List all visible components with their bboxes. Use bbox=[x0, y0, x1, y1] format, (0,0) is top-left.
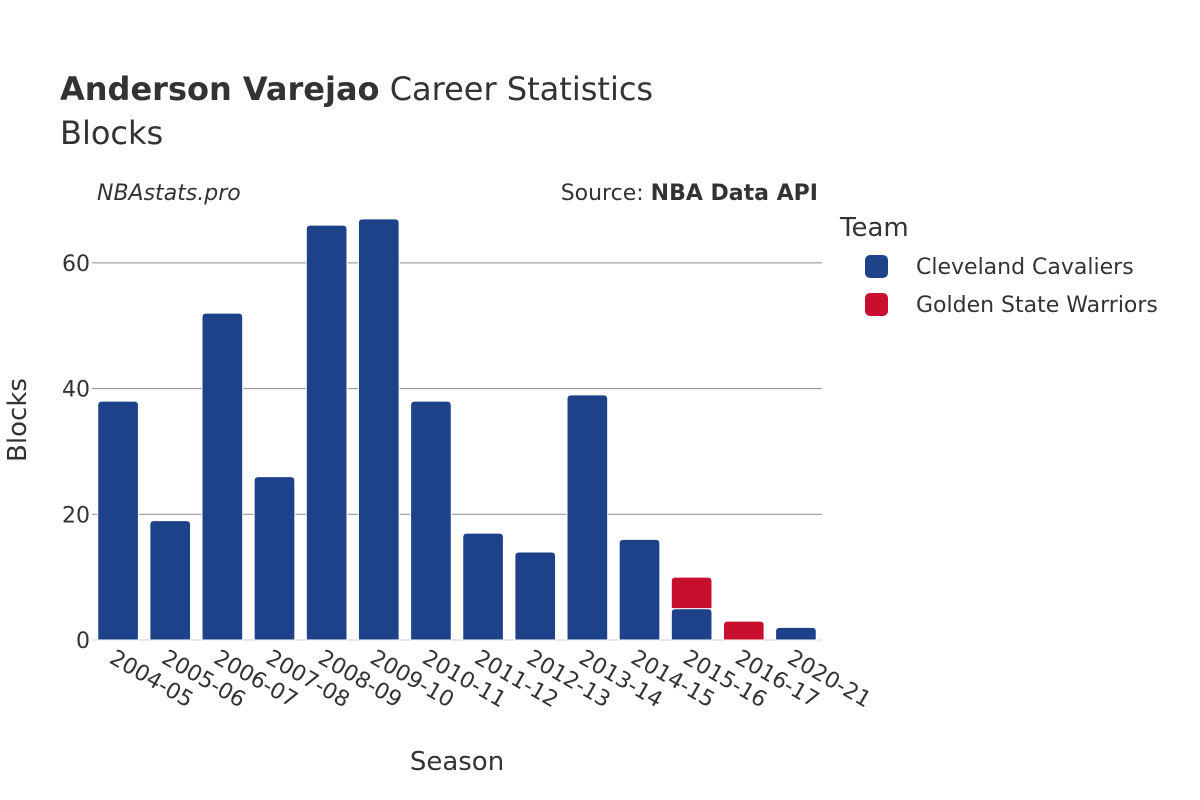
legend: Team Cleveland Cavaliers Golden State War… bbox=[839, 213, 1158, 318]
source-prefix: Source: bbox=[561, 181, 651, 206]
bars bbox=[97, 218, 817, 641]
y-axis-title: Blocks bbox=[3, 378, 33, 462]
bar-cleveland-cavaliers-2006-07 bbox=[201, 312, 244, 641]
legend-swatch bbox=[865, 293, 888, 316]
y-tick-label: 60 bbox=[62, 252, 90, 277]
bar-cleveland-cavaliers-2008-09 bbox=[305, 224, 348, 641]
y-tick-label: 20 bbox=[62, 503, 90, 528]
bar-cleveland-cavaliers-2013-14 bbox=[566, 394, 609, 641]
bar-cleveland-cavaliers-2014-15 bbox=[618, 538, 661, 641]
y-axis-ticks: 0 20 40 60 bbox=[62, 252, 90, 654]
chart-title-player: Anderson Varejao bbox=[60, 70, 380, 108]
legend-swatch bbox=[865, 255, 888, 278]
bar-cleveland-cavaliers-2004-05 bbox=[97, 400, 139, 641]
grid-lines bbox=[92, 262, 822, 641]
chart-title: Anderson Varejao Career Statistics bbox=[60, 70, 653, 108]
y-tick-label: 0 bbox=[76, 629, 90, 654]
chart-subtitle: Blocks bbox=[60, 114, 163, 152]
legend-label: Cleveland Cavaliers bbox=[916, 255, 1134, 280]
source-credit: Source: NBA Data API bbox=[561, 181, 818, 206]
watermark: NBAstats.pro bbox=[97, 181, 241, 206]
x-axis-ticks: 2004-052005-062006-072007-082008-092009-… bbox=[105, 646, 875, 714]
bar-cleveland-cavaliers-2012-13 bbox=[514, 551, 557, 641]
legend-title: Team bbox=[839, 213, 909, 243]
bar-golden-state-warriors-2016-17 bbox=[722, 620, 765, 641]
bar-cleveland-cavaliers-2007-08 bbox=[253, 476, 296, 641]
bar-cleveland-cavaliers-2020-21 bbox=[775, 626, 817, 641]
bar-cleveland-cavaliers-2011-12 bbox=[462, 532, 504, 641]
chart-title-rest: Career Statistics bbox=[380, 70, 654, 108]
x-axis-title: Season bbox=[410, 747, 504, 777]
source-name: NBA Data API bbox=[651, 181, 818, 206]
bar-cleveland-cavaliers-2005-06 bbox=[149, 520, 192, 641]
y-tick-label: 40 bbox=[62, 378, 90, 403]
bar-cleveland-cavaliers-2015-16 bbox=[670, 608, 713, 641]
bar-cleveland-cavaliers-2009-10 bbox=[357, 218, 400, 641]
bar-cleveland-cavaliers-2010-11 bbox=[410, 400, 452, 641]
bar-golden-state-warriors-2015-16 bbox=[670, 576, 713, 610]
legend-label: Golden State Warriors bbox=[916, 293, 1158, 318]
